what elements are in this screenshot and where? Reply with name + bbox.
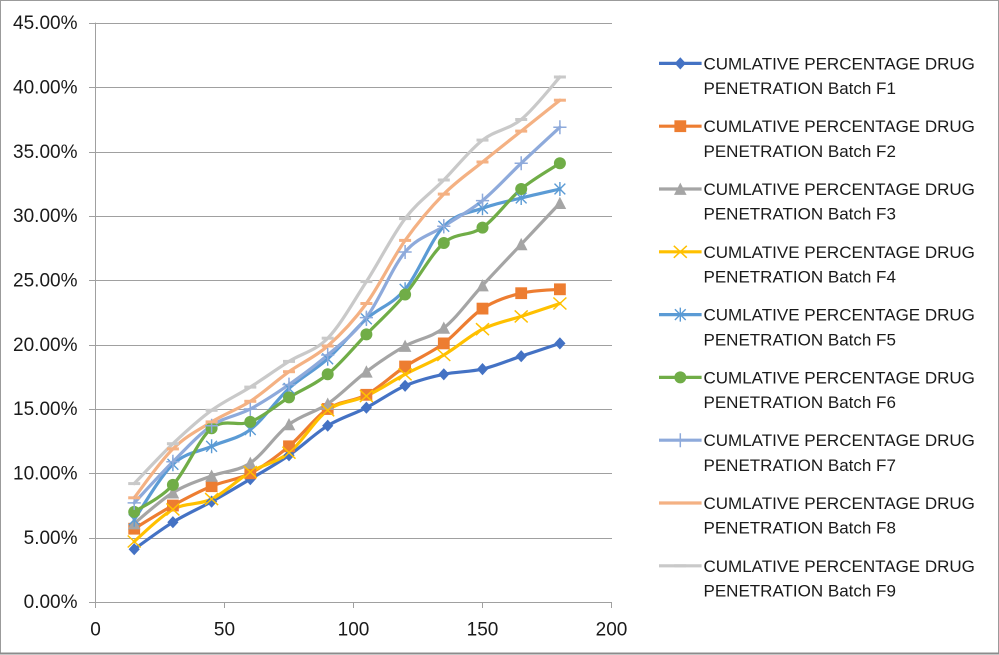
- svg-text:CUMLATIVE PERCENTAGE DRUG: CUMLATIVE PERCENTAGE DRUG: [704, 117, 975, 136]
- svg-text:PENETRATION Batch F6: PENETRATION Batch F6: [704, 393, 896, 412]
- svg-text:40.00%: 40.00%: [13, 77, 78, 98]
- svg-text:CUMLATIVE PERCENTAGE DRUG: CUMLATIVE PERCENTAGE DRUG: [704, 431, 975, 450]
- svg-text:200: 200: [596, 620, 628, 641]
- svg-text:PENETRATION Batch F2: PENETRATION Batch F2: [704, 142, 896, 161]
- svg-text:0.00%: 0.00%: [24, 592, 78, 613]
- svg-text:CUMLATIVE PERCENTAGE DRUG: CUMLATIVE PERCENTAGE DRUG: [704, 180, 975, 199]
- svg-text:10.00%: 10.00%: [13, 463, 78, 484]
- svg-text:25.00%: 25.00%: [13, 270, 78, 291]
- svg-text:CUMLATIVE PERCENTAGE DRUG: CUMLATIVE PERCENTAGE DRUG: [704, 494, 975, 513]
- svg-text:PENETRATION Batch F5: PENETRATION Batch F5: [704, 330, 896, 349]
- svg-text:35.00%: 35.00%: [13, 142, 78, 163]
- svg-text:PENETRATION Batch F8: PENETRATION Batch F8: [704, 519, 896, 538]
- svg-text:CUMLATIVE PERCENTAGE DRUG: CUMLATIVE PERCENTAGE DRUG: [704, 368, 975, 387]
- svg-text:5.00%: 5.00%: [24, 528, 78, 549]
- svg-text:15.00%: 15.00%: [13, 399, 78, 420]
- svg-text:PENETRATION Batch F4: PENETRATION Batch F4: [704, 268, 896, 287]
- svg-text:CUMLATIVE PERCENTAGE DRUG: CUMLATIVE PERCENTAGE DRUG: [704, 243, 975, 262]
- svg-text:20.00%: 20.00%: [13, 335, 78, 356]
- svg-text:100: 100: [338, 620, 370, 641]
- svg-text:CUMLATIVE PERCENTAGE DRUG: CUMLATIVE PERCENTAGE DRUG: [704, 306, 975, 325]
- svg-text:CUMLATIVE PERCENTAGE DRUG: CUMLATIVE PERCENTAGE DRUG: [704, 557, 975, 576]
- svg-text:50: 50: [214, 620, 235, 641]
- svg-text:30.00%: 30.00%: [13, 206, 78, 227]
- svg-text:45.00%: 45.00%: [13, 13, 78, 34]
- svg-text:PENETRATION Batch F1: PENETRATION Batch F1: [704, 79, 896, 98]
- svg-text:CUMLATIVE PERCENTAGE DRUG: CUMLATIVE PERCENTAGE DRUG: [704, 54, 975, 73]
- svg-text:PENETRATION Batch F3: PENETRATION Batch F3: [704, 205, 896, 224]
- svg-text:0: 0: [90, 620, 101, 641]
- svg-text:PENETRATION Batch F7: PENETRATION Batch F7: [704, 456, 896, 475]
- svg-text:150: 150: [467, 620, 499, 641]
- svg-text:PENETRATION Batch F9: PENETRATION Batch F9: [704, 582, 896, 601]
